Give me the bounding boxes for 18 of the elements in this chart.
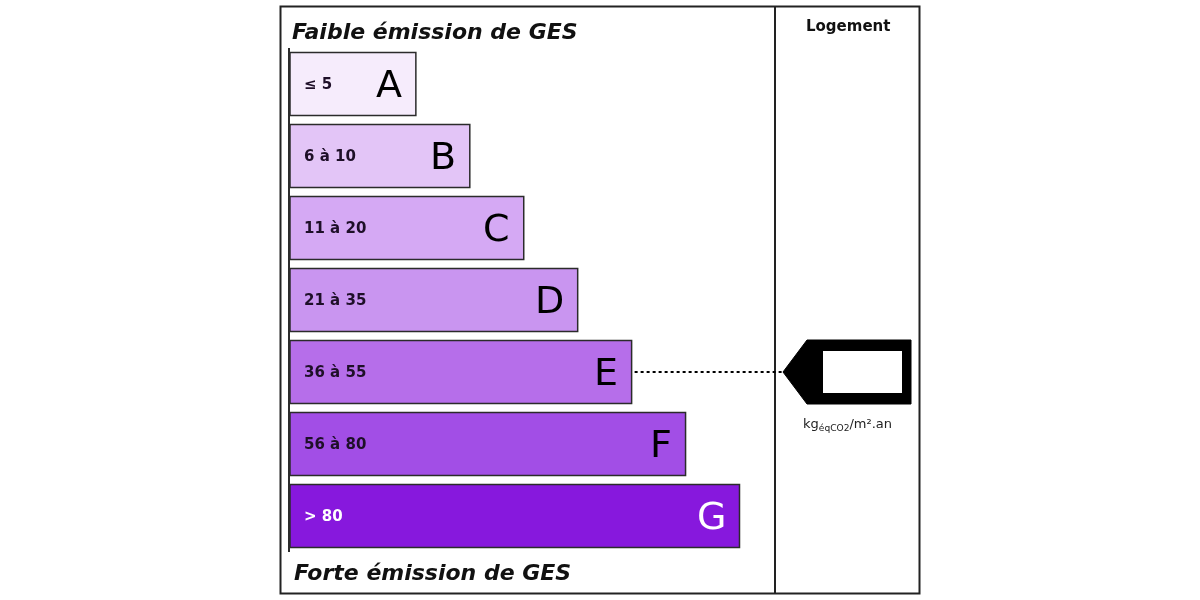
annotation: ≤ 5 xyxy=(304,75,333,93)
annotation: 56 à 80 xyxy=(304,435,367,453)
text: Forte émission de GES xyxy=(294,560,572,585)
annotation: 21 à 35 xyxy=(304,291,367,309)
y-tick-label: G xyxy=(697,494,727,538)
text: Logement xyxy=(806,17,891,35)
y-tick-label: A xyxy=(376,62,402,106)
y-tick-label: E xyxy=(594,350,619,394)
y-tick-label: B xyxy=(430,134,457,178)
y-tick-label: C xyxy=(483,206,510,250)
y-tick-label: F xyxy=(650,422,672,466)
annotation: 6 à 10 xyxy=(304,147,356,165)
annotation: > 80 xyxy=(304,507,343,525)
chart-title: Faible émission de GES xyxy=(292,18,578,44)
text: kg$_{éqCO2}$/m².an xyxy=(803,416,893,433)
annotation: 36 à 55 xyxy=(304,363,367,381)
annotation: 11 à 20 xyxy=(304,219,367,237)
y-tick-label: D xyxy=(535,278,565,322)
